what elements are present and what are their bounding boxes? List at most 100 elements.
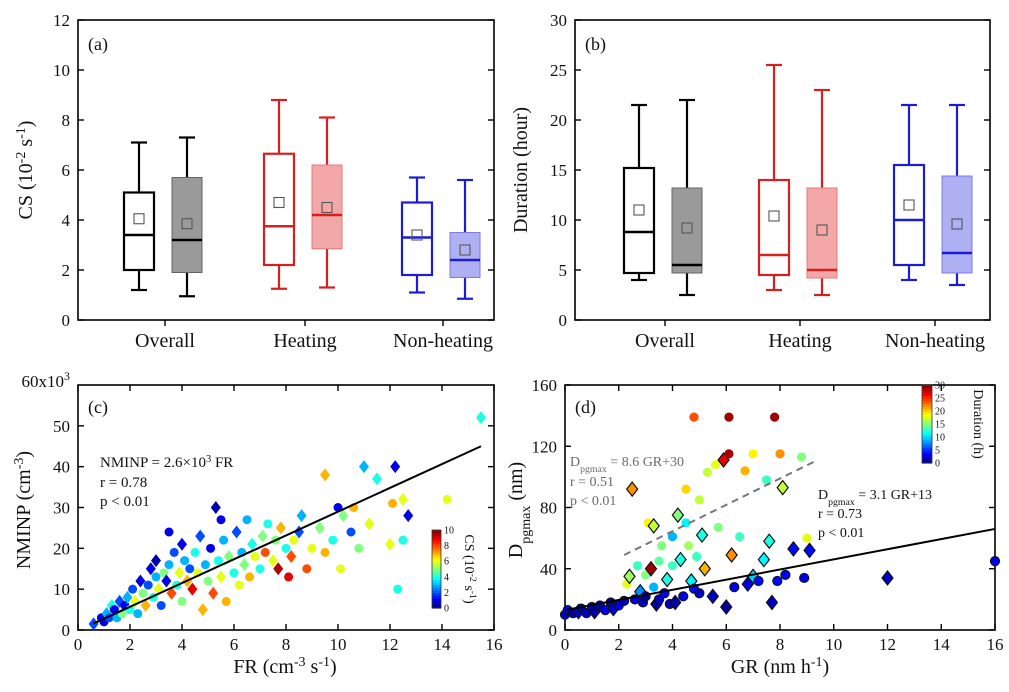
colorbar-segment <box>922 392 932 396</box>
data-point-circle <box>307 543 317 553</box>
data-point-circle <box>689 412 699 422</box>
data-point-diamond <box>359 460 369 474</box>
data-point-diamond <box>881 569 894 586</box>
panel-b-ytick-label: 30 <box>550 11 567 30</box>
panel-d: 0 40 80 120 160 0 2 4 6 8 10 12 14 16 Dpgmax = 8.6 GR+… <box>505 376 1004 678</box>
data-point-diamond <box>660 571 674 588</box>
data-point-circle <box>213 556 223 566</box>
colorbar-segment <box>432 540 441 544</box>
colorbar-segment <box>432 571 441 575</box>
box-body <box>671 187 703 274</box>
data-point-circle <box>802 533 812 543</box>
data-point-diamond <box>674 551 687 568</box>
colorbar-segment <box>432 584 441 588</box>
data-point-diamond <box>625 481 639 498</box>
data-point-circle <box>729 582 740 593</box>
data-point-circle <box>177 596 187 606</box>
data-point-circle <box>284 572 294 582</box>
panel-b-ytick-label: 20 <box>550 111 567 130</box>
panel-d-xtick-label: 10 <box>825 635 842 654</box>
panel-c-xtick-label: 10 <box>330 635 347 654</box>
panel-d-points <box>559 412 1001 620</box>
panel-a-category-label-heating: Heating <box>273 330 336 352</box>
data-point-circle <box>753 575 764 587</box>
panel-b-category-label-heating: Heating <box>768 330 831 352</box>
data-point-diamond <box>275 521 286 535</box>
data-point-circle <box>185 564 195 574</box>
colorbar-title: CS (10-2 s-1) <box>461 534 479 604</box>
panel-a-ytick-label: 10 <box>53 61 70 80</box>
colorbar-segment <box>432 550 441 554</box>
panel-d-solid-p-value: p < 0.01 <box>818 526 864 541</box>
panel-b-category-label-overall: Overall <box>635 330 695 352</box>
data-point-diamond <box>719 599 733 616</box>
data-point-diamond <box>698 560 712 577</box>
panel-d-solid-r-value: r = 0.73 <box>818 507 862 522</box>
data-point-circle <box>632 561 643 571</box>
data-point-circle <box>761 475 772 485</box>
mean-marker <box>321 201 333 214</box>
data-point-circle <box>692 551 702 562</box>
colorbar-segment <box>432 579 441 583</box>
data-point-circle <box>684 541 694 551</box>
colorbar-segment <box>922 450 932 454</box>
colorbar-segment <box>922 429 932 433</box>
panel-a-y-axis-label: CS (10-2 s-1) <box>14 121 38 220</box>
colorbar-segment <box>922 444 932 448</box>
colorbar-segment <box>922 398 932 402</box>
colorbar-segment <box>922 442 932 446</box>
data-point-diamond <box>320 468 330 482</box>
data-point-diamond <box>195 529 206 543</box>
panel-b-ytick-label: 5 <box>559 261 568 280</box>
panel-a-category-label-non-heating: Non-heating <box>393 330 493 352</box>
panel-c-colorbar: 0 2 4 6 8 10 CS (10-2 s-1) <box>431 526 479 615</box>
panel-b-category-label-non-heating: Non-heating <box>885 330 985 352</box>
colorbar-segment <box>432 537 441 541</box>
colorbar-segment <box>432 543 441 547</box>
data-point-diamond <box>385 537 395 551</box>
colorbar-outline <box>431 529 442 609</box>
data-point-circle <box>678 591 689 602</box>
colorbar-segment <box>922 452 932 456</box>
colorbar-segment <box>432 576 441 580</box>
data-point-diamond <box>644 560 658 577</box>
data-point-circle <box>354 543 364 553</box>
data-point-circle <box>143 580 153 590</box>
data-point-circle <box>128 584 138 594</box>
panel-c-xtick-label: 8 <box>282 635 291 654</box>
data-point-diamond <box>314 521 325 535</box>
panel-c-xtick-label: 16 <box>486 635 503 654</box>
panel-d-dashed-r-value: r = 0.51 <box>570 475 614 490</box>
data-point-circle <box>735 531 745 542</box>
data-point-circle <box>694 588 705 599</box>
colorbar-segment <box>432 600 441 604</box>
panel-a-box <box>311 116 343 289</box>
panel-c-x-axis-label: FR (cm-3 s-1) <box>233 655 336 679</box>
data-point-diamond <box>239 558 250 572</box>
data-point-circle <box>229 568 239 578</box>
data-point-diamond <box>177 537 187 551</box>
box-outline <box>941 175 973 274</box>
data-point-diamond <box>762 533 776 550</box>
data-point-diamond <box>671 507 685 524</box>
data-point-diamond <box>668 594 682 611</box>
mean-marker <box>273 196 285 209</box>
data-point-circle <box>263 519 273 529</box>
colorbar-segment <box>922 439 932 443</box>
data-point-circle <box>203 576 213 586</box>
box-body <box>892 163 926 267</box>
box-body <box>806 187 838 279</box>
data-point-circle <box>289 535 299 545</box>
panel-b-box <box>622 103 656 282</box>
colorbar-title: Duration (h) <box>970 389 985 459</box>
panel-b-y-axis-label: Duration (hour) <box>510 107 532 233</box>
data-point-diamond <box>623 568 636 585</box>
panel-a-ytick-label: 6 <box>62 161 71 180</box>
colorbar-segment <box>922 421 932 425</box>
panel-d-dashed-p-value: p < 0.01 <box>570 494 616 509</box>
panel-c-xtick-label: 0 <box>74 635 83 654</box>
panel-d-ytick-label: 80 <box>540 499 557 518</box>
panel-d-fit-solid <box>564 527 996 612</box>
data-point-diamond <box>476 411 486 425</box>
